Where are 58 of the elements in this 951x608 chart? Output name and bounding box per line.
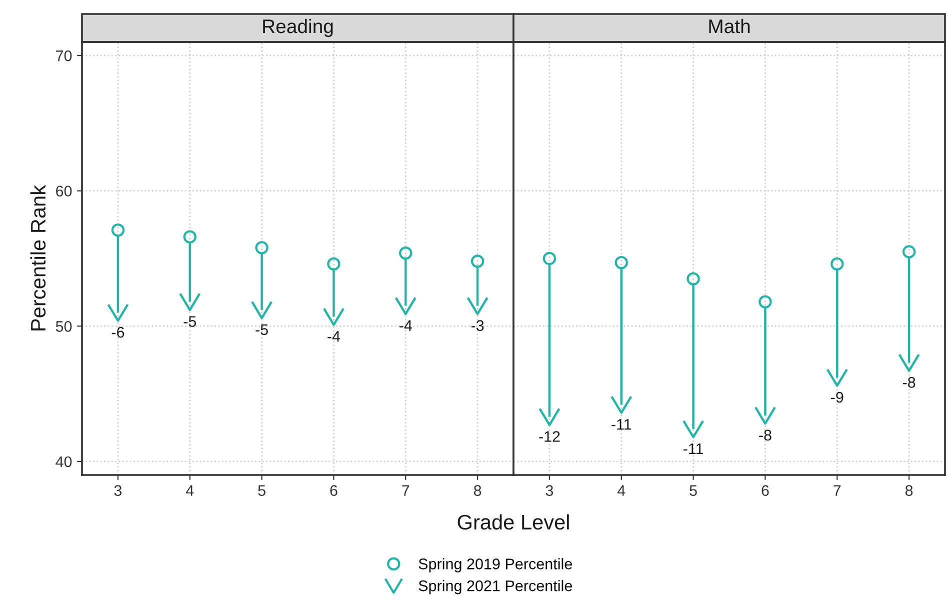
x-tick-label: 4 — [186, 485, 194, 496]
chart-title: Reading — [263, 18, 333, 38]
x-tick-label: 6 — [330, 485, 338, 496]
x-tick-label: 4 — [617, 485, 626, 496]
annotation: -5 — [256, 324, 268, 336]
point — [754, 406, 776, 425]
annotation: -4 — [328, 331, 340, 342]
point — [542, 252, 556, 266]
point — [179, 292, 201, 312]
annotation: -11 — [683, 443, 704, 454]
point — [538, 408, 560, 426]
annotation: -8 — [902, 376, 916, 388]
x-tick-label: 6 — [762, 485, 769, 496]
x-tick-label: 8 — [474, 485, 482, 496]
point — [107, 303, 129, 322]
legend-label: Spring 2019 Percentile — [418, 558, 572, 572]
y-tick-label: 60 — [56, 186, 72, 197]
annotation: -12 — [539, 431, 560, 442]
point — [826, 368, 848, 387]
annotation: -3 — [471, 320, 484, 331]
annotation: -9 — [831, 392, 844, 403]
x-tick-label: 5 — [690, 485, 697, 496]
y-tick-label: 70 — [56, 50, 72, 62]
y-tick-label: 50 — [56, 321, 72, 332]
point — [614, 256, 628, 270]
point — [322, 307, 345, 326]
x-tick-label: 3 — [546, 485, 554, 496]
chart-title: Math — [709, 18, 750, 34]
x-tick-label: 7 — [834, 485, 841, 496]
point — [466, 296, 488, 316]
annotation: -5 — [184, 316, 196, 327]
y-axis-title: Percentile Rank — [30, 184, 46, 330]
point — [250, 300, 273, 320]
point — [255, 241, 268, 254]
x-tick-label: 5 — [258, 485, 266, 496]
point — [758, 295, 772, 308]
point — [394, 296, 416, 316]
point — [830, 257, 844, 271]
point — [686, 272, 700, 286]
point — [902, 245, 916, 258]
point — [682, 420, 704, 438]
point — [111, 223, 125, 237]
x-tick-label: 7 — [402, 485, 410, 496]
x-axis-title: Grade Level — [458, 514, 569, 530]
annotation: -6 — [112, 326, 124, 338]
point — [327, 257, 340, 271]
point — [898, 353, 920, 372]
point — [470, 254, 484, 268]
x-tick-label: 8 — [905, 485, 913, 496]
legend-label: Spring 2021 Percentile — [418, 580, 572, 594]
point — [399, 246, 412, 260]
y-tick-label: 40 — [56, 456, 72, 468]
annotation: -11 — [612, 419, 632, 430]
point — [610, 395, 632, 414]
point — [183, 230, 196, 244]
annotation: -4 — [400, 320, 412, 331]
x-tick-label: 3 — [114, 485, 122, 496]
annotation: -8 — [759, 430, 772, 441]
